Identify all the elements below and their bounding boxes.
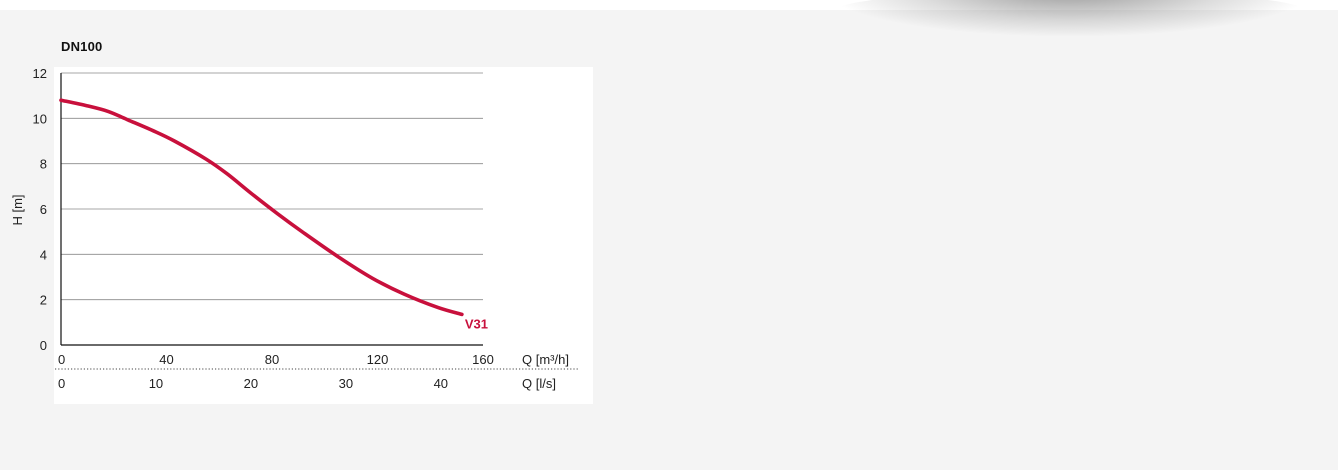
x-tick-label-primary: 120 <box>367 352 389 367</box>
axes <box>55 73 578 370</box>
chart-card <box>54 67 593 404</box>
y-tick-label: 10 <box>33 111 47 126</box>
x-tick-label-secondary: 30 <box>339 376 353 391</box>
y-tick-label: 6 <box>40 202 47 217</box>
y-tick-label: 2 <box>40 293 47 308</box>
series-layer: V31 <box>59 98 488 331</box>
x-tick-label-secondary: 20 <box>244 376 258 391</box>
y-tick-label: 0 <box>40 338 47 353</box>
x-tick-label-primary: 0 <box>58 352 65 367</box>
series-label-v31: V31 <box>465 316 488 331</box>
y-axis-label: H [m] <box>10 194 25 225</box>
x-axis-label-secondary: Q [l/s] <box>522 376 556 391</box>
y-tick-label: 8 <box>40 157 47 172</box>
x-tick-label-secondary: 0 <box>58 376 65 391</box>
y-tick-labels: 0 2 4 6 8 10 12 <box>33 66 47 353</box>
x-tick-labels-secondary: 0 10 20 30 40 <box>58 376 448 391</box>
x-tick-label-secondary: 40 <box>434 376 448 391</box>
x-tick-label-primary: 80 <box>265 352 279 367</box>
x-tick-labels-primary: 0 40 80 120 160 <box>58 352 494 367</box>
y-tick-label: 12 <box>33 66 47 81</box>
grid-lines <box>61 72 483 301</box>
chart-title: DN100 <box>61 39 103 54</box>
x-tick-label-primary: 40 <box>159 352 173 367</box>
x-axis-label-primary: Q [m³/h] <box>522 352 569 367</box>
x-tick-label-secondary: 10 <box>149 376 163 391</box>
series-line-v31 <box>59 98 464 317</box>
y-tick-label: 4 <box>40 247 47 262</box>
decorative-shadow <box>830 0 1310 36</box>
x-tick-label-primary: 160 <box>472 352 494 367</box>
